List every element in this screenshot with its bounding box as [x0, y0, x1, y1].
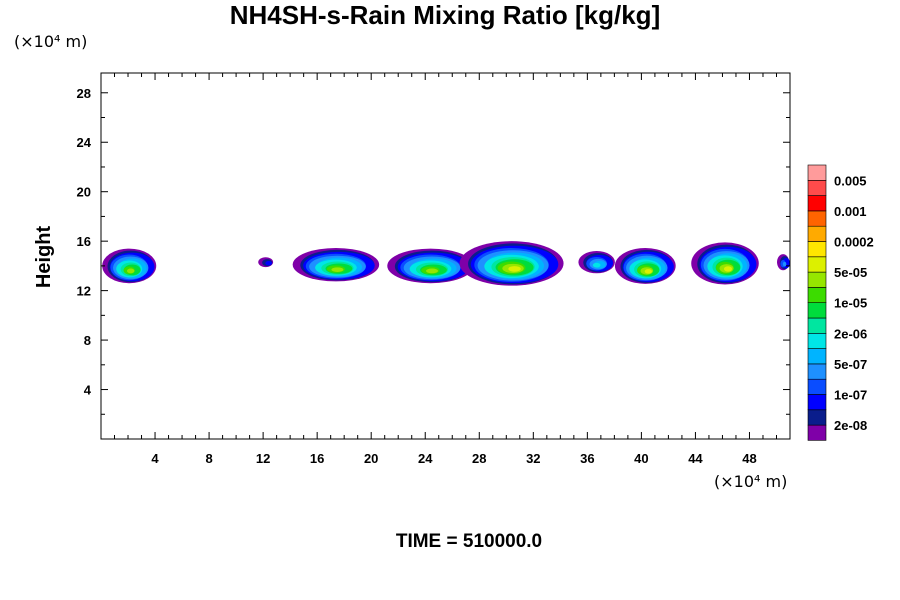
colorbar-swatch — [807, 332, 827, 349]
y-tick-labels: 4 8 12 16 20 24 28 — [77, 86, 92, 398]
contour-level — [644, 269, 652, 274]
contour-level — [331, 267, 344, 272]
colorbar-swatch — [807, 256, 827, 273]
colorbar-swatch — [807, 164, 827, 181]
colorbar-label: 5e-05 — [834, 265, 867, 280]
cloud-field — [102, 241, 790, 286]
y-axis-unit: (×10⁴ m) — [14, 32, 88, 51]
x-tick-label: 44 — [688, 451, 703, 466]
colorbar — [807, 164, 827, 441]
cloud-region — [691, 242, 759, 285]
colorbar-swatch — [807, 195, 827, 212]
colorbar-swatch — [807, 225, 827, 242]
contour-level — [508, 266, 521, 272]
cloud-region — [777, 254, 790, 271]
colorbar-swatch — [807, 180, 827, 196]
colorbar-swatch — [807, 394, 827, 411]
axis-ticks — [101, 73, 790, 439]
colorbar-swatch — [807, 210, 827, 227]
contour-level — [723, 266, 733, 272]
colorbar-swatch — [807, 317, 827, 334]
colorbar-swatch — [807, 363, 827, 380]
colorbar-swatch — [807, 271, 827, 288]
x-tick-label: 4 — [151, 451, 159, 466]
x-tick-label: 16 — [310, 451, 324, 466]
colorbar-label: 1e-05 — [834, 296, 867, 311]
colorbar-label: 2e-08 — [834, 418, 867, 433]
contour-level — [426, 268, 438, 274]
colorbar-label: 0.005 — [834, 173, 867, 188]
contour-level — [126, 268, 135, 274]
cloud-region — [292, 247, 380, 282]
time-annotation: TIME = 510000.0 — [395, 531, 543, 552]
cloud-region — [102, 248, 157, 284]
colorbar-swatch — [807, 241, 827, 258]
x-tick-label: 28 — [472, 451, 486, 466]
x-tick-label: 32 — [526, 451, 540, 466]
y-tick-label: 12 — [77, 284, 91, 299]
x-tick-label: 8 — [205, 451, 212, 466]
y-tick-label: 4 — [84, 383, 92, 398]
y-tick-label: 16 — [77, 234, 91, 249]
cloud-region — [614, 247, 676, 284]
x-tick-label: 48 — [742, 451, 756, 466]
cloud-region — [578, 251, 615, 274]
x-tick-label: 36 — [580, 451, 594, 466]
cloud-region — [459, 241, 564, 286]
y-tick-label: 24 — [77, 135, 92, 150]
colorbar-labels: 2e-08 1e-07 5e-07 2e-06 1e-05 5e-05 0.0002 0.00… — [834, 173, 874, 433]
colorbar-swatch — [807, 424, 827, 441]
colorbar-swatch — [807, 302, 827, 319]
y-axis-label: Height — [33, 226, 55, 289]
y-tick-label: 8 — [84, 333, 91, 348]
colorbar-label: 0.0002 — [834, 235, 874, 250]
colorbar-label: 1e-07 — [834, 388, 867, 403]
x-tick-labels: 4 8 12 16 20 24 28 32 36 40 44 48 — [151, 451, 756, 466]
contour-level — [592, 262, 601, 268]
colorbar-label: 2e-06 — [834, 326, 867, 341]
contour-level — [265, 260, 272, 266]
y-tick-label: 20 — [77, 185, 91, 200]
x-tick-label: 40 — [634, 451, 648, 466]
x-axis-unit: (×10⁴ m) — [714, 472, 788, 491]
colorbar-label: 5e-07 — [834, 357, 867, 372]
colorbar-label: 0.001 — [834, 204, 867, 219]
chart-title: NH4SH-s-Rain Mixing Ratio [kg/kg] — [229, 0, 661, 30]
cloud-region — [258, 257, 274, 268]
plot-frame — [100, 72, 791, 440]
x-tick-label: 20 — [364, 451, 378, 466]
cloud-region — [387, 248, 474, 284]
contour-level — [782, 261, 787, 267]
colorbar-swatch — [807, 409, 827, 426]
colorbar-swatch — [807, 378, 827, 395]
colorbar-swatch — [807, 287, 827, 303]
x-tick-label: 12 — [256, 451, 270, 466]
x-tick-label: 24 — [418, 451, 433, 466]
colorbar-swatch — [807, 348, 827, 365]
y-tick-label: 28 — [77, 86, 91, 101]
